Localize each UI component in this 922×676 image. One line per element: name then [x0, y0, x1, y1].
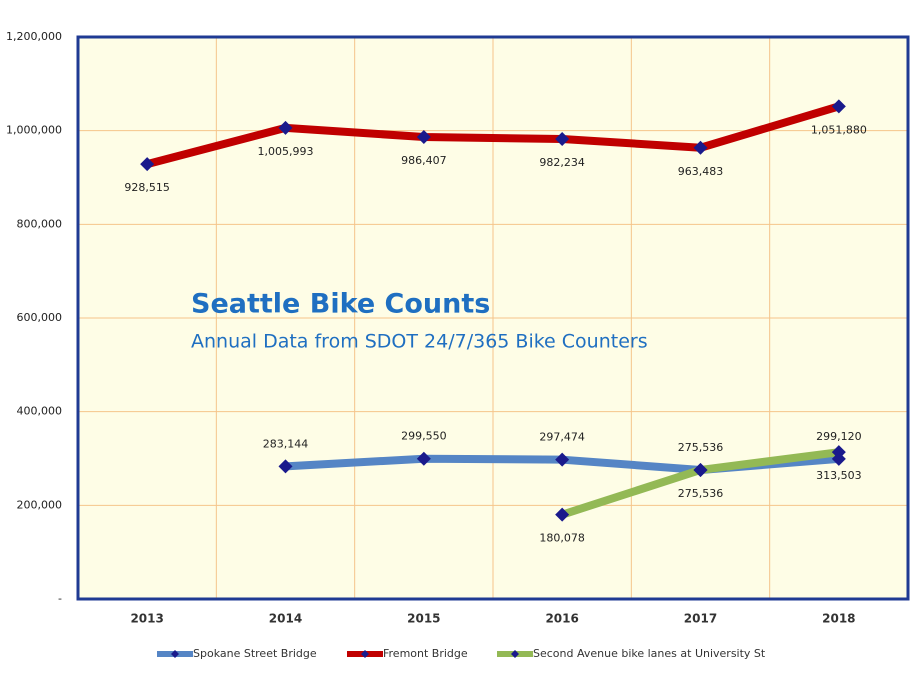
y-tick-label: - — [58, 592, 62, 605]
marker — [278, 120, 293, 135]
marker — [693, 140, 708, 155]
marker — [278, 459, 293, 474]
plot-border — [76, 35, 910, 601]
legend-marker — [511, 650, 519, 658]
series-layer: 283,144 299,550 297,474 275,536 299,120 928,5… — [124, 99, 867, 545]
marker — [555, 131, 570, 146]
marker — [416, 451, 431, 466]
legend-marker — [171, 650, 179, 658]
x-tick-label: 2013 — [130, 612, 163, 626]
x-tick-label: 2015 — [407, 612, 440, 626]
legend-label: Spokane Street Bridge — [193, 647, 317, 660]
data-label: 297,474 — [539, 431, 585, 444]
marker — [831, 445, 846, 460]
marker — [416, 130, 431, 145]
x-tick-label: 2017 — [684, 612, 717, 626]
y-tick-label: 800,000 — [17, 217, 63, 230]
data-label: 283,144 — [263, 437, 309, 450]
data-label: 180,078 — [539, 532, 585, 545]
x-tick-label: 2018 — [822, 612, 855, 626]
x-tick-label: 2016 — [545, 612, 578, 626]
data-label: 1,051,880 — [811, 123, 867, 136]
legend-marker — [361, 650, 369, 658]
x-tick-label: 2014 — [269, 612, 302, 626]
data-label: 275,536 — [678, 487, 724, 500]
y-tick-label: 1,200,000 — [6, 30, 62, 43]
y-tick-label: 400,000 — [17, 405, 63, 418]
chart-title: Seattle Bike Counts — [191, 289, 490, 320]
marker — [555, 507, 570, 522]
legend-label: Second Avenue bike lanes at University S… — [533, 647, 766, 660]
y-tick-label: 200,000 — [17, 498, 63, 511]
data-label: 982,234 — [539, 156, 585, 169]
y-tick-label: 1,000,000 — [6, 124, 62, 137]
marker — [831, 99, 846, 114]
marker — [140, 157, 155, 172]
marker — [555, 452, 570, 467]
data-label: 1,005,993 — [258, 145, 314, 158]
data-label: 299,120 — [816, 430, 862, 443]
marker — [693, 462, 708, 477]
data-label: 299,550 — [401, 430, 447, 443]
y-tick-label: 600,000 — [17, 311, 63, 324]
chart-subtitle: Annual Data from SDOT 24/7/365 Bike Coun… — [191, 331, 648, 353]
data-label: 986,407 — [401, 154, 447, 167]
data-label: 313,503 — [816, 469, 862, 482]
data-label: 275,536 — [678, 441, 724, 454]
data-label: 928,515 — [124, 181, 170, 194]
data-label: 963,483 — [678, 165, 724, 178]
series-line — [146, 102, 840, 169]
legend-label: Fremont Bridge — [383, 647, 468, 660]
